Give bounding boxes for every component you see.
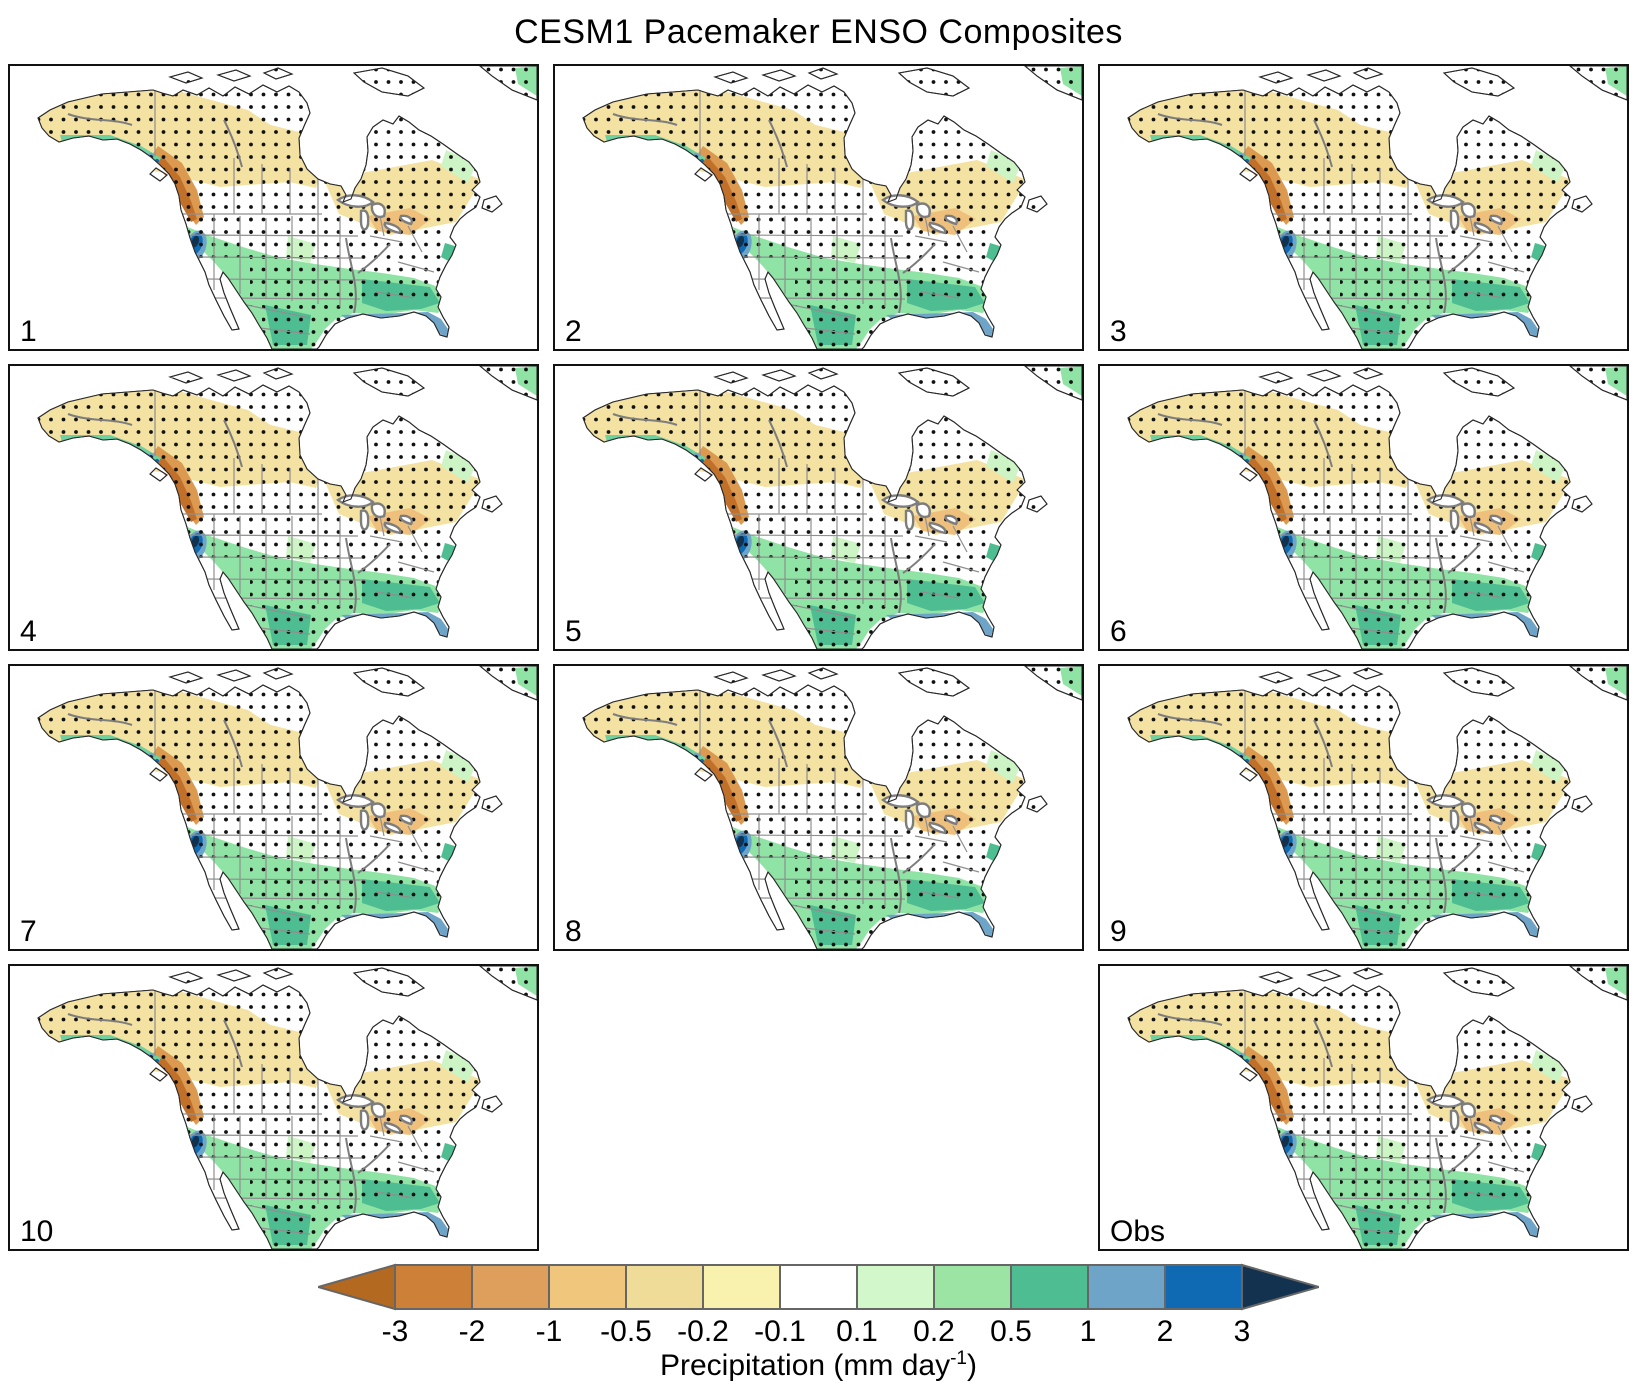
axis-label-close: ) xyxy=(967,1349,977,1382)
panel-7: 7 xyxy=(8,664,539,951)
colorbar-cell xyxy=(856,1264,935,1310)
panel-1: 1 xyxy=(8,64,539,351)
colorbar-tick: 2 xyxy=(1157,1315,1174,1347)
colorbar-tick: -0.1 xyxy=(754,1315,806,1347)
colorbar-svg: -3 -2 -1 -0.5 -0.2 -0.1 0.1 0.2 0.5 1 2 … xyxy=(318,1263,1319,1347)
panel-label: 4 xyxy=(20,615,37,648)
panel-6: 6 xyxy=(1098,364,1629,651)
colorbar-tick: 3 xyxy=(1234,1315,1251,1347)
colorbar-tick: 1 xyxy=(1080,1315,1097,1347)
colorbar-tick: -0.5 xyxy=(600,1315,652,1347)
colorbar: -3 -2 -1 -0.5 -0.2 -0.1 0.1 0.2 0.5 1 2 … xyxy=(318,1263,1319,1383)
north-america-map xyxy=(1100,666,1627,949)
panel-4: 4 xyxy=(8,364,539,651)
north-america-map xyxy=(10,666,537,949)
north-america-map xyxy=(555,66,1082,349)
panel-label: 1 xyxy=(20,315,37,348)
panel-label: Obs xyxy=(1110,1215,1166,1248)
colorbar-ticks: -3 -2 -1 -0.5 -0.2 -0.1 0.1 0.2 0.5 1 2 … xyxy=(382,1315,1251,1347)
panel-label: 2 xyxy=(565,315,582,348)
panel-3: 3 xyxy=(1098,64,1629,351)
colorbar-tick: 0.1 xyxy=(836,1315,878,1347)
north-america-map xyxy=(1100,366,1627,649)
colorbar-axis-label: Precipitation (mm day-1) xyxy=(318,1349,1319,1383)
colorbar-cell xyxy=(625,1264,704,1310)
colorbar-tick: -0.2 xyxy=(677,1315,729,1347)
colorbar-cells xyxy=(318,1263,1319,1311)
colorbar-tick: 0.2 xyxy=(913,1315,955,1347)
colorbar-tick: -1 xyxy=(536,1315,563,1347)
colorbar-cell xyxy=(1010,1264,1089,1310)
colorbar-cell xyxy=(1164,1264,1243,1310)
colorbar-cell xyxy=(548,1264,627,1310)
panel-label: 3 xyxy=(1110,315,1127,348)
colorbar-tick: -3 xyxy=(382,1315,409,1347)
north-america-map xyxy=(555,666,1082,949)
colorbar-cell xyxy=(394,1264,473,1310)
panel-8: 8 xyxy=(553,664,1084,951)
panel-label: 10 xyxy=(20,1215,54,1248)
colorbar-cell xyxy=(1087,1264,1166,1310)
panel-label: 8 xyxy=(565,915,582,948)
panel-label: 6 xyxy=(1110,615,1127,648)
axis-label-superscript: -1 xyxy=(950,1348,967,1369)
colorbar-tick: 0.5 xyxy=(990,1315,1032,1347)
panel-10: 10 xyxy=(8,964,539,1251)
colorbar-tick: -2 xyxy=(459,1315,486,1347)
colorbar-arrow-right xyxy=(1241,1263,1319,1311)
panel-label: 9 xyxy=(1110,915,1127,948)
north-america-map xyxy=(1100,66,1627,349)
colorbar-cell xyxy=(933,1264,1012,1310)
axis-label-text: Precipitation (mm day xyxy=(659,1349,951,1382)
north-america-map xyxy=(10,66,537,349)
panel-grid: 1 2 3 4 5 6 7 8 xyxy=(0,64,1637,1251)
panel-9: 9 xyxy=(1098,664,1629,951)
panel-5: 5 xyxy=(553,364,1084,651)
panel-2: 2 xyxy=(553,64,1084,351)
colorbar-cell xyxy=(702,1264,781,1310)
figure-title: CESM1 Pacemaker ENSO Composites xyxy=(514,12,1123,51)
colorbar-arrow-left xyxy=(318,1263,396,1311)
panel-label: 7 xyxy=(20,915,37,948)
north-america-map xyxy=(10,366,537,649)
colorbar-cell xyxy=(471,1264,550,1310)
colorbar-cell xyxy=(779,1264,858,1310)
panel-label: 5 xyxy=(565,615,582,648)
panel-obs: Obs xyxy=(1098,964,1629,1251)
north-america-map xyxy=(10,966,537,1249)
north-america-map xyxy=(1100,966,1627,1249)
north-america-map xyxy=(555,366,1082,649)
